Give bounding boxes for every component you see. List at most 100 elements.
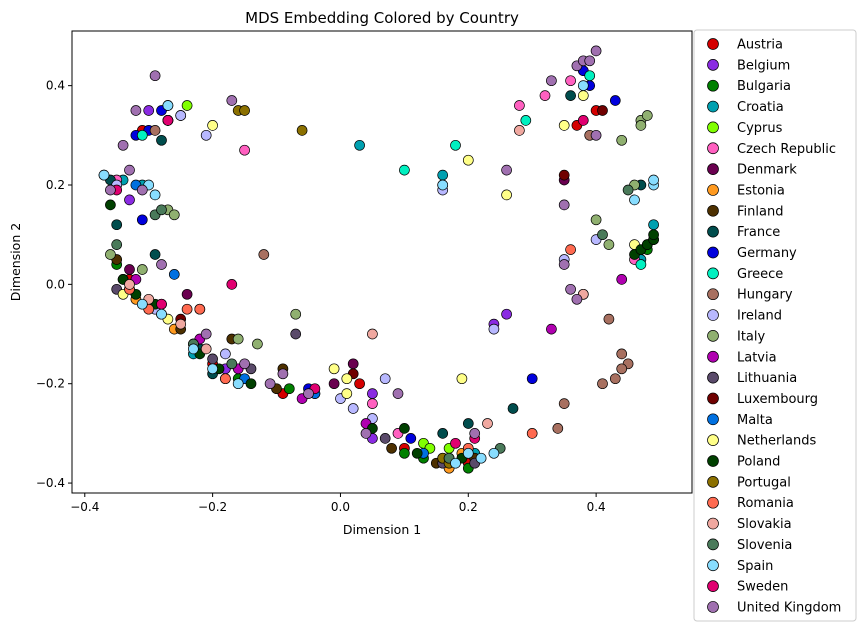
point-united-kingdom-11 (277, 368, 289, 380)
y-tick-label: −0.2 (36, 377, 65, 391)
legend-label: Belgium (737, 58, 790, 73)
point-spain-17 (648, 174, 659, 186)
y-axis: −0.4 −0.2 0.0 0.2 0.4 (36, 79, 72, 490)
point-spain-8 (232, 378, 244, 390)
point-italy-12 (641, 110, 653, 121)
point-france-9 (565, 90, 576, 101)
point-netherlands-3 (207, 120, 218, 131)
point-romania-3 (194, 303, 206, 315)
legend-label: Italy (737, 329, 766, 344)
point-france-2 (149, 249, 161, 260)
legend-marker (707, 559, 719, 572)
point-italy-8 (603, 239, 615, 250)
point-spain-4 (156, 308, 167, 320)
point-netherlands-4 (328, 363, 340, 375)
point-united-kingdom-6 (156, 259, 167, 270)
legend-label: Malta (737, 413, 773, 428)
point-belgium-1 (143, 105, 155, 116)
point-united-kingdom-16 (501, 164, 512, 176)
point-greece-4 (584, 70, 596, 82)
point-slovakia-2 (175, 318, 187, 330)
point-united-kingdom-12 (303, 388, 314, 399)
point-greece-5 (635, 259, 647, 270)
point-united-kingdom-0 (105, 184, 116, 196)
point-greece-2 (450, 139, 461, 151)
point-united-kingdom-20 (558, 199, 570, 211)
point-france-8 (507, 403, 519, 414)
point-poland-0 (105, 199, 116, 211)
legend-label: Austria (737, 38, 783, 53)
legend-label: Croatia (737, 100, 784, 115)
legend-marker (707, 476, 719, 488)
legend-marker (707, 79, 719, 92)
legend-marker (707, 580, 719, 592)
point-spain-13 (488, 447, 500, 459)
point-spain-6 (188, 343, 199, 355)
point-ireland-6 (347, 403, 359, 414)
point-portugal-1 (239, 105, 250, 116)
point-united-kingdom-13 (360, 428, 372, 439)
point-portugal-2 (296, 125, 308, 136)
legend-label: Greece (737, 267, 783, 282)
point-united-kingdom-8 (226, 95, 238, 106)
point-hungary-8 (609, 373, 621, 385)
legend-frame (693, 29, 857, 622)
point-belgium-5 (367, 388, 378, 399)
point-slovakia-3 (200, 343, 212, 355)
point-united-kingdom-1 (117, 139, 129, 151)
legend-label: Czech Republic (737, 142, 836, 157)
legend-marker (707, 246, 719, 259)
point-romania-2 (181, 303, 193, 315)
point-slovakia-6 (514, 125, 525, 136)
point-latvia-5 (546, 323, 557, 335)
point-hungary-0 (149, 125, 161, 136)
point-netherlands-7 (462, 154, 474, 166)
legend-label: Netherlands (737, 434, 816, 449)
point-slovenia-0 (111, 239, 123, 250)
y-tick-label: 0.2 (46, 178, 65, 192)
point-spain-9 (437, 179, 449, 191)
legend-marker (707, 601, 719, 613)
point-sweden-1 (162, 115, 174, 126)
legend-label: Portugal (737, 475, 791, 490)
legend-marker (707, 288, 719, 301)
legend-marker (707, 413, 719, 426)
plot-frame (71, 30, 693, 494)
point-czech-republic-2 (239, 144, 250, 156)
point-spain-2 (149, 189, 161, 201)
point-spain-7 (207, 363, 218, 375)
x-axis-label: Dimension 1 (343, 522, 421, 537)
x-tick-label: 0.4 (587, 500, 606, 514)
point-netherlands-5 (341, 373, 353, 385)
legend-marker (707, 142, 719, 155)
point-hungary-5 (616, 348, 628, 360)
point-united-kingdom-18 (558, 259, 570, 270)
legend-marker (707, 371, 719, 384)
point-slovakia-0 (124, 279, 135, 290)
legend-label: Poland (737, 455, 780, 470)
point-hungary-11 (558, 398, 570, 409)
point-slovenia-4 (226, 358, 238, 370)
y-tick-label: −0.4 (36, 476, 65, 490)
point-italy-3 (168, 209, 180, 221)
legend-label: Germany (737, 246, 797, 261)
legend-marker (707, 392, 719, 405)
legend-marker (707, 330, 719, 342)
point-spain-15 (629, 194, 640, 206)
legend-marker (707, 455, 719, 467)
point-france-7 (462, 418, 474, 429)
x-tick-label: −0.4 (70, 500, 99, 514)
point-italy-5 (252, 338, 263, 350)
legend-marker (707, 121, 719, 134)
points-layer (98, 45, 659, 474)
point-spain-3 (136, 298, 148, 310)
point-united-kingdom-25 (590, 129, 602, 141)
point-belgium-8 (501, 308, 512, 320)
point-slovenia-7 (597, 229, 608, 241)
point-greece-1 (399, 164, 410, 176)
legend-marker (707, 309, 719, 321)
legend-marker (707, 163, 719, 175)
point-malta-1 (168, 269, 180, 280)
x-tick-label: −0.2 (198, 500, 227, 514)
